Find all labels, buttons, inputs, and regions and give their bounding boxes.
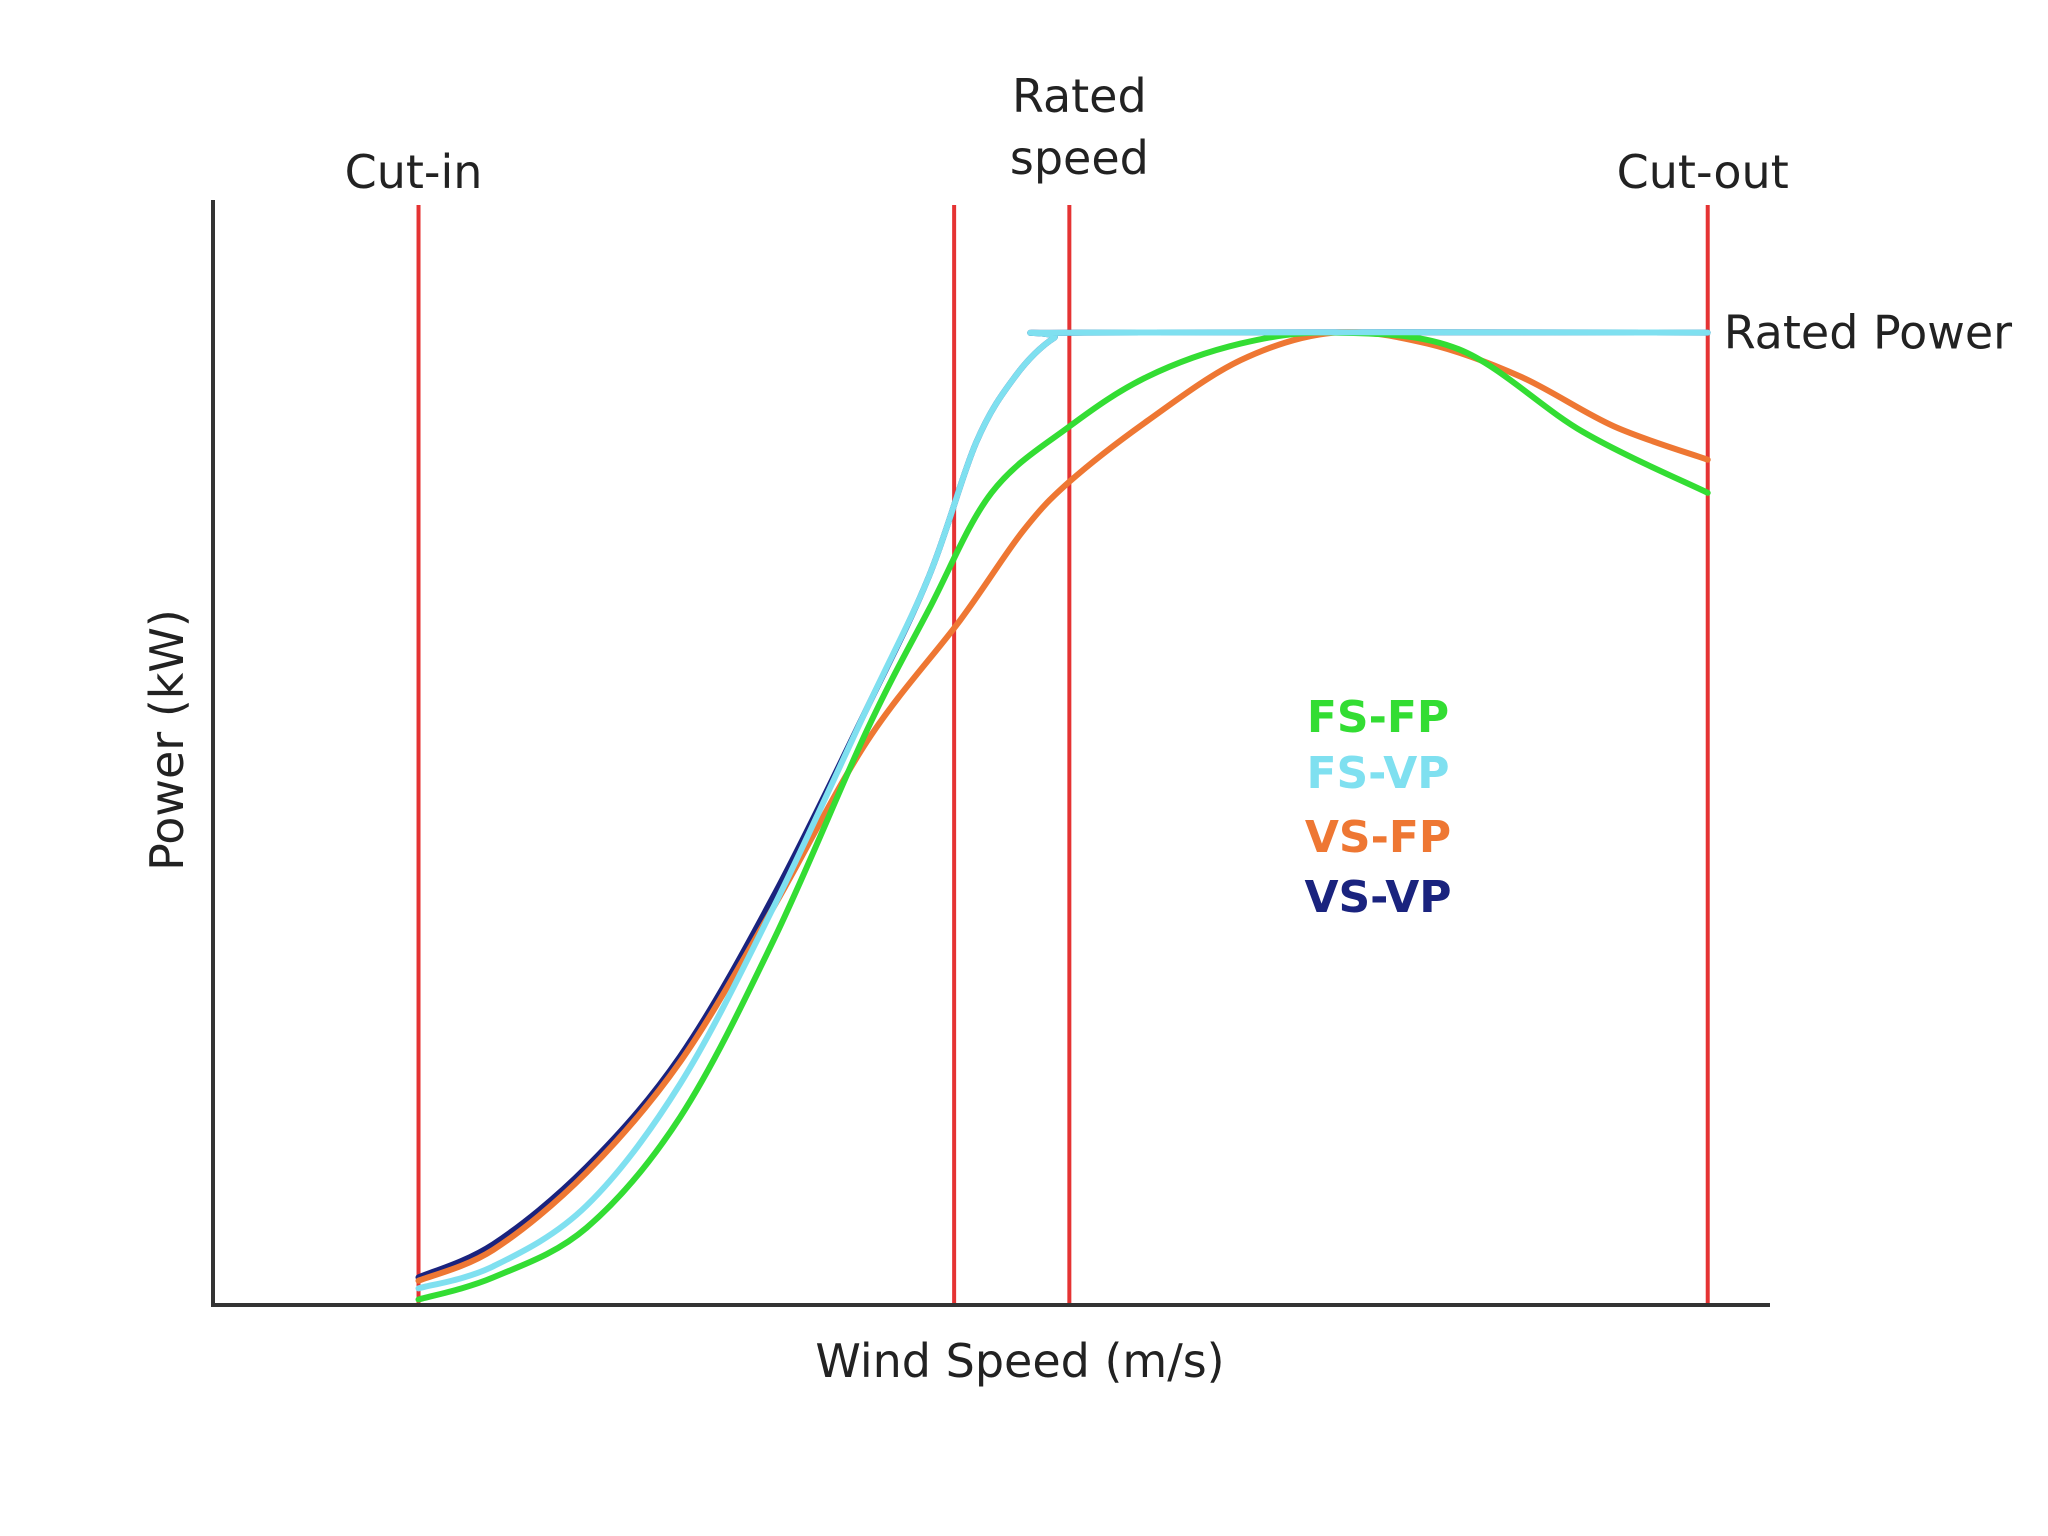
legend-entry-vs-vp: VS-VP [1304, 872, 1451, 923]
marker-label-cut-out: Cut-out [1617, 145, 1789, 199]
series-line-vs-vp [415, 329, 1711, 1281]
series-line-fs-vp [415, 329, 1711, 1292]
legend-entry-fs-fp: FS-FP [1307, 692, 1449, 743]
series-line-vs-fp [415, 328, 1711, 1284]
marker-label-cut-in: Cut-in [345, 145, 483, 199]
marker-lines [416, 205, 1710, 1305]
legend-entry-vs-fp: VS-FP [1305, 812, 1451, 863]
marker-label-rated-speed: Rated speed [1010, 69, 1149, 185]
chart-labels: Cut-in Rated speed Cut-out Rated Power [345, 69, 2013, 360]
series-lines [415, 328, 1711, 1303]
y-axis-title: Power (kW) [140, 609, 194, 871]
rated-power-label: Rated Power [1724, 306, 2012, 360]
series-line-fs-fp [415, 329, 1711, 1303]
legend-entry-fs-vp: FS-VP [1306, 748, 1449, 799]
x-axis-title: Wind Speed (m/s) [815, 1334, 1224, 1388]
